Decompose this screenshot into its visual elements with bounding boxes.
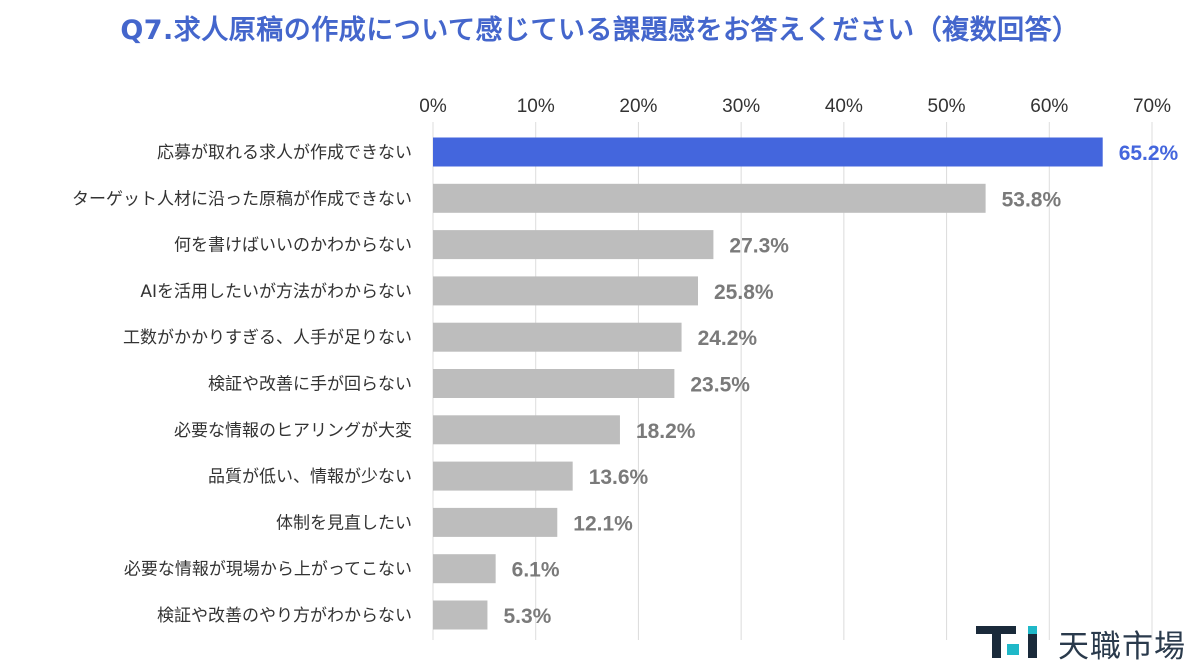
bar (433, 276, 699, 306)
logo-i-dot (1028, 626, 1037, 634)
category-label: 体制を見直したい (276, 513, 412, 533)
value-label: 27.3% (729, 235, 789, 258)
value-labels: 65.2% 53.8% 27.3% 25.8% 24.2% 23.5% 18.2% 13.6%… (503, 142, 1178, 628)
bar (433, 507, 558, 537)
x-tick-label: 70% (1133, 96, 1171, 117)
category-label: 応募が取れる求人が作成できない (157, 143, 412, 163)
category-label: 検証や改善に手が回らない (208, 375, 412, 395)
value-label: 18.2% (636, 420, 696, 443)
logo-stem (992, 626, 1001, 658)
value-label: 53.8% (1002, 188, 1062, 211)
ti-logo-icon (976, 626, 1037, 658)
bar (433, 554, 496, 584)
value-label: 6.1% (512, 559, 560, 582)
category-label: 検証や改善のやり方がわからない (157, 606, 412, 626)
category-label: ターゲット人材に沿った原稿が作成できない (72, 189, 412, 209)
category-label: 何を書けばいいのかわからない (174, 236, 412, 256)
value-label: 13.6% (589, 466, 649, 489)
value-label: 65.2% (1119, 142, 1179, 165)
bar (433, 322, 682, 352)
x-tick-label: 60% (1030, 96, 1068, 117)
bar (433, 600, 488, 630)
category-label: AIを活用したいが方法がわからない (140, 282, 412, 302)
value-label: 23.5% (690, 374, 750, 397)
bar (433, 461, 573, 491)
bar (433, 137, 1103, 167)
bars (433, 137, 1103, 630)
value-label: 25.8% (714, 281, 774, 304)
x-tick-label: 20% (619, 96, 657, 117)
x-tick-label: 10% (517, 96, 555, 117)
x-axis-ticks: 0% 10% 20% 30% 40% 50% 60% 70% (419, 96, 1171, 117)
category-label: 必要な情報のヒアリングが大変 (174, 421, 412, 441)
category-label: 品質が低い、情報が少ない (208, 467, 412, 487)
bar (433, 369, 675, 398)
x-tick-label: 50% (928, 96, 966, 117)
value-label: 12.1% (573, 512, 633, 535)
x-tick-label: 30% (722, 96, 760, 117)
logo-i-stem (1028, 626, 1037, 658)
logo-text: 天職市場 (1058, 629, 1186, 665)
value-label: 5.3% (503, 605, 551, 628)
category-label: 工数がかかりすぎる、人手が足りない (123, 328, 412, 348)
bar (433, 230, 714, 260)
value-label: 24.2% (698, 327, 758, 350)
x-tick-label: 40% (825, 96, 863, 117)
x-tick-label: 0% (419, 96, 447, 117)
logo-accent (1007, 644, 1019, 655)
bar (433, 183, 986, 213)
category-labels: 応募が取れる求人が作成できないターゲット人材に沿った原稿が作成できない何を書けば… (72, 143, 412, 626)
bar (433, 415, 620, 445)
category-label: 必要な情報が現場から上がってこない (124, 560, 412, 580)
chart-title: Q7.求人原稿の作成について感じている課題感をお答えください（複数回答） (120, 15, 1080, 46)
